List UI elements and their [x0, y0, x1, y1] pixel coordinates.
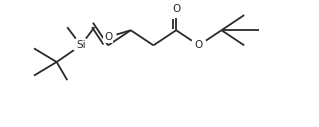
- Text: Si: Si: [76, 40, 86, 50]
- Text: O: O: [195, 40, 203, 50]
- Text: O: O: [172, 4, 180, 14]
- Text: O: O: [104, 32, 112, 42]
